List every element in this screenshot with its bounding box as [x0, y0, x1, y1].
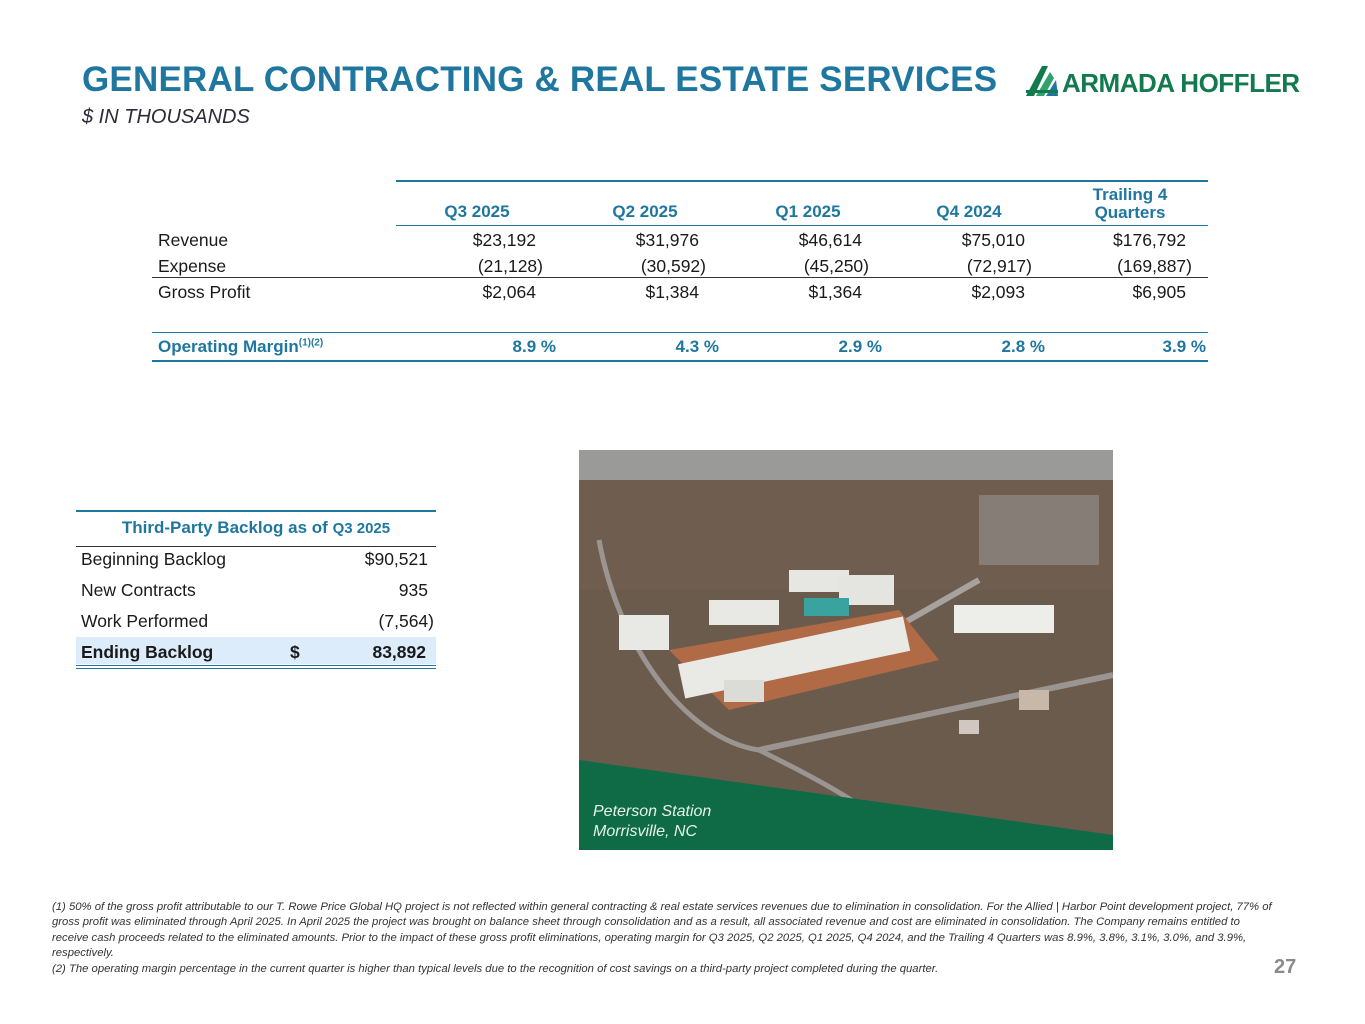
- table-row-gross-profit: Gross Profit $2,064 $1,384 $1,364 $2,093…: [152, 280, 1208, 304]
- company-logo: ARMADA HOFFLER: [1024, 64, 1304, 100]
- backlog-label: New Contracts: [81, 580, 196, 600]
- backlog-row-beginning: Beginning Backlog $90,521: [76, 544, 436, 574]
- col-header-trailing: Trailing 4 Quarters: [1060, 186, 1200, 222]
- caption-property: Peterson Station: [593, 803, 712, 820]
- logo-text: ARMADA HOFFLER: [1062, 68, 1300, 98]
- cell-value: (30,592): [640, 256, 706, 276]
- double-rule-top: [76, 665, 436, 666]
- financial-table: Q3 2025 Q2 2025 Q1 2025 Q4 2024 Trailing…: [152, 180, 1208, 362]
- col-header-q2-2025: Q2 2025: [612, 202, 678, 221]
- backlog-label: Ending Backlog: [81, 642, 214, 662]
- cell-value: $1,364: [808, 282, 862, 302]
- backlog-title: Third-Party Backlog as of Q3 2025: [121, 518, 391, 537]
- table-row-revenue: Revenue $23,192 $31,976 $46,614 $75,010 …: [152, 228, 1208, 252]
- backlog-label: Work Performed: [81, 611, 209, 631]
- footnotes: (1) 50% of the gross profit attributable…: [52, 900, 1272, 977]
- margin-value: 3.9 %: [1162, 337, 1206, 356]
- cell-value: $46,614: [798, 230, 862, 250]
- photo-caption: Peterson Station Morrisville, NC: [593, 802, 711, 842]
- table-top-rule: [396, 180, 1208, 182]
- cell-value: $31,976: [635, 230, 699, 250]
- backlog-value: 935: [398, 580, 428, 600]
- col-header-trailing-line2: Quarters: [1094, 203, 1166, 222]
- backlog-table: Third-Party Backlog as of Q3 2025 Beginn…: [76, 510, 436, 670]
- operating-margin-label: Operating Margin(1)(2): [158, 337, 324, 356]
- col-header-q3-2025: Q3 2025: [444, 202, 510, 221]
- table-row-expense: Expense (21,128) (30,592) (45,250) (72,9…: [152, 254, 1208, 278]
- col-header-trailing-line1: Trailing 4: [1092, 185, 1168, 204]
- cell-value: $6,905: [1132, 282, 1186, 302]
- backlog-label: Beginning Backlog: [81, 549, 226, 569]
- logo-mark-icon: [1026, 66, 1058, 96]
- cell-value: $176,792: [1113, 230, 1186, 250]
- page-number: 27: [1274, 956, 1297, 978]
- cell-value: (72,917): [966, 256, 1032, 276]
- backlog-row-work-performed: Work Performed (7,564): [76, 606, 436, 636]
- margin-value: 2.9 %: [838, 337, 882, 356]
- col-header-q1-2025: Q1 2025: [775, 202, 841, 221]
- footnote-2: (2) The operating margin percentage in t…: [52, 962, 939, 975]
- row-label: Expense: [158, 256, 227, 276]
- margin-bottom-rule: [152, 360, 1208, 362]
- backlog-value: (7,564): [378, 611, 434, 631]
- col-header-q4-2024: Q4 2024: [936, 202, 1002, 221]
- margin-value: 4.3 %: [675, 337, 719, 356]
- currency-symbol: $: [290, 642, 300, 662]
- double-rule-bottom: [76, 668, 436, 669]
- backlog-header-rule: [76, 546, 436, 547]
- margin-value: 2.8 %: [1001, 337, 1045, 356]
- cell-value: $2,093: [971, 282, 1025, 302]
- page-title: GENERAL CONTRACTING & REAL ESTATE SERVIC…: [82, 60, 998, 99]
- header-rule: [396, 225, 1208, 226]
- table-row-operating-margin: Operating Margin(1)(2) 8.9 % 4.3 % 2.9 %…: [152, 336, 1208, 360]
- page-subtitle: $ IN THOUSANDS: [82, 106, 250, 128]
- backlog-value: $90,521: [364, 549, 428, 569]
- backlog-value: 83,892: [372, 642, 426, 662]
- backlog-top-rule: [76, 510, 436, 512]
- cell-value: (169,887): [1117, 256, 1192, 276]
- backlog-row-ending: Ending Backlog $ 83,892: [76, 637, 436, 664]
- aerial-view-image: [579, 450, 1113, 850]
- row-label: Gross Profit: [158, 282, 251, 302]
- footnote-ref: (1)(2): [298, 337, 324, 349]
- caption-location: Morrisville, NC: [593, 823, 697, 840]
- cell-value: $2,064: [482, 282, 536, 302]
- row-label: Revenue: [158, 230, 229, 250]
- margin-value: 8.9 %: [512, 337, 556, 356]
- cell-value: $75,010: [961, 230, 1025, 250]
- cell-value: (21,128): [477, 256, 543, 276]
- margin-top-rule: [152, 332, 1208, 333]
- cell-value: $23,192: [472, 230, 536, 250]
- property-photo: Peterson Station Morrisville, NC: [579, 450, 1113, 850]
- cell-value: (45,250): [803, 256, 869, 276]
- backlog-quarter: Q3 2025: [332, 520, 391, 537]
- row-separator: [152, 277, 1208, 278]
- footnote-1: (1) 50% of the gross profit attributable…: [52, 901, 1272, 960]
- cell-value: $1,384: [645, 282, 699, 302]
- backlog-row-new-contracts: New Contracts 935: [76, 575, 436, 605]
